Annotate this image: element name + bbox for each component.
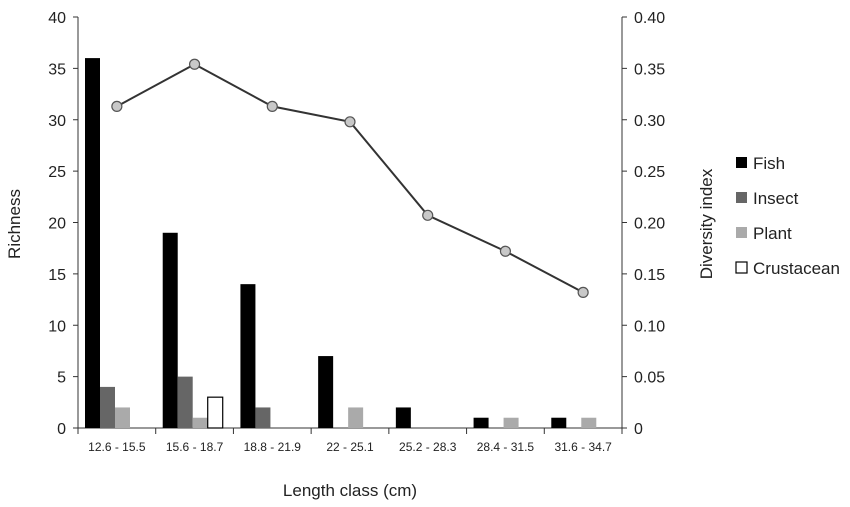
diversity-line [116, 63, 584, 294]
bar-fish [473, 417, 489, 428]
x-tick-label: 22 - 25.1 [326, 440, 374, 454]
y2-tick-label: 0.25 [634, 164, 665, 181]
bar-plant [581, 417, 597, 428]
legend-label-crustacean: Crustacean [753, 259, 840, 278]
y-tick-label: 20 [48, 216, 66, 233]
legend-swatch-crustacean [735, 261, 748, 274]
bar-fish [395, 407, 411, 428]
y2-tick-label: 0.35 [634, 61, 665, 78]
legend-swatch-plant [736, 227, 747, 238]
bar-insect [255, 407, 271, 428]
y2-tick-label: 0.30 [634, 113, 665, 130]
legend: Fish Insect Plant Crustacean [735, 154, 840, 278]
diversity-point [344, 116, 356, 128]
x-tick-label: 28.4 - 31.5 [477, 440, 535, 454]
y-tick-label: 10 [48, 318, 66, 335]
ticks-layer: 0 5 10 15 20 25 30 35 40 0 0.05 0.10 0.15 0.20 0.25 0.3… [48, 10, 665, 454]
y2-tick-label: 0.10 [634, 318, 665, 335]
y2-tick-label: 0.40 [634, 10, 665, 27]
diversity-point [577, 286, 589, 298]
legend-label-fish: Fish [753, 154, 785, 173]
legend-label-insect: Insect [753, 189, 799, 208]
bar-fish [318, 356, 334, 428]
x-tick-label: 31.6 - 34.7 [554, 440, 612, 454]
x-tick-label: 25.2 - 28.3 [399, 440, 457, 454]
y-tick-label: 30 [48, 113, 66, 130]
diversity-point [188, 58, 201, 70]
diversity-point [499, 245, 512, 257]
diversity-point [422, 209, 434, 221]
bar-fish [551, 417, 567, 428]
x-tick-label: 12.6 - 15.5 [88, 440, 146, 454]
x-tick-label: 18.8 - 21.9 [244, 440, 302, 454]
y2-axis-title: Diversity index [697, 168, 716, 279]
y2-tick-label: 0 [634, 421, 643, 438]
diversity-point [266, 100, 278, 112]
y-axis-title: Richness [5, 189, 24, 259]
y-tick-label: 25 [48, 164, 66, 181]
bar-plant [503, 417, 519, 428]
bar-plant [348, 407, 364, 428]
y-tick-label: 15 [48, 267, 66, 284]
y2-tick-label: 0.15 [634, 267, 665, 284]
x-axis-title: Length class (cm) [283, 481, 417, 500]
bar-insect [100, 386, 115, 428]
axes-layer [77, 17, 623, 429]
y-tick-label: 5 [57, 370, 66, 387]
y2-tick-label: 0.05 [634, 370, 665, 387]
bar-fish [240, 284, 256, 428]
legend-label-plant: Plant [753, 224, 792, 243]
bar-plant [115, 407, 130, 428]
bar-fish [85, 58, 100, 428]
bar-insect [177, 376, 193, 428]
bar-crustacean [207, 396, 224, 429]
y2-tick-label: 0.20 [634, 216, 665, 233]
legend-swatch-fish [736, 157, 747, 168]
x-tick-label: 15.6 - 18.7 [166, 440, 224, 454]
diversity-line-layer [111, 58, 589, 298]
bars-layer [85, 58, 597, 429]
bar-plant [192, 417, 208, 428]
y-tick-label: 0 [57, 421, 66, 438]
bar-fish [162, 232, 178, 428]
y-tick-label: 35 [48, 61, 66, 78]
y-tick-label: 40 [48, 10, 66, 27]
legend-swatch-insect [736, 192, 747, 203]
diversity-point [111, 100, 123, 112]
